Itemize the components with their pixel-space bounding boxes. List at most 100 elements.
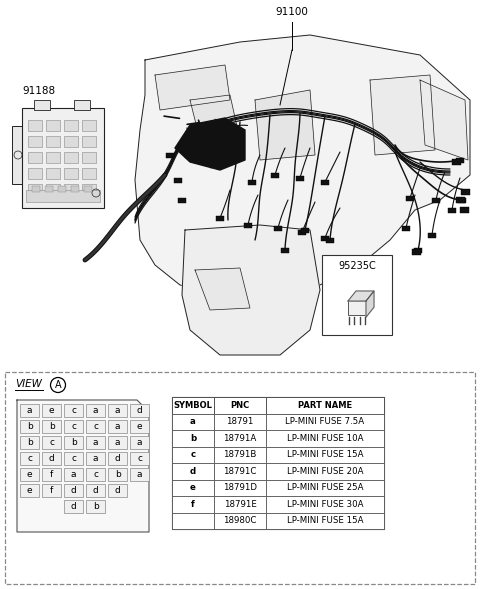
Bar	[172, 463, 214, 479]
Bar	[432, 197, 440, 203]
Text: c: c	[137, 454, 142, 463]
Bar	[86, 420, 105, 433]
Text: 18791B: 18791B	[223, 450, 257, 459]
Polygon shape	[135, 35, 470, 295]
Text: 18791E: 18791E	[224, 499, 256, 509]
Text: c: c	[71, 454, 76, 463]
Bar	[20, 404, 39, 417]
Polygon shape	[182, 225, 320, 355]
Polygon shape	[155, 65, 230, 110]
Bar	[82, 120, 96, 131]
Bar	[45, 186, 53, 192]
Text: 18791: 18791	[226, 417, 254, 426]
Polygon shape	[348, 291, 374, 301]
Bar	[281, 247, 289, 253]
Bar	[174, 177, 182, 183]
Bar	[64, 184, 78, 195]
Text: a: a	[93, 406, 98, 415]
Bar	[74, 100, 90, 110]
Text: a: a	[93, 438, 98, 447]
Text: PNC: PNC	[230, 401, 250, 410]
Text: LP-MINI FUSE 25A: LP-MINI FUSE 25A	[287, 483, 363, 492]
Bar	[266, 446, 384, 463]
Text: d: d	[93, 486, 98, 495]
Bar	[321, 180, 329, 184]
Text: b: b	[190, 434, 196, 443]
Bar	[86, 484, 105, 497]
Bar	[172, 479, 214, 496]
Bar	[46, 184, 60, 195]
Bar	[298, 230, 306, 234]
Text: b: b	[26, 438, 32, 447]
Text: e: e	[27, 470, 32, 479]
Bar	[214, 479, 266, 496]
Bar	[271, 173, 279, 177]
Bar	[82, 136, 96, 147]
Text: b: b	[115, 470, 120, 479]
Text: a: a	[137, 470, 142, 479]
Bar	[86, 452, 105, 465]
Text: LP-MINI FUSE 7.5A: LP-MINI FUSE 7.5A	[286, 417, 365, 426]
Bar	[42, 468, 61, 481]
Text: LP-MINI FUSE 10A: LP-MINI FUSE 10A	[287, 434, 363, 443]
Bar	[64, 152, 78, 163]
Bar	[32, 186, 40, 192]
Polygon shape	[175, 118, 245, 170]
Bar	[20, 436, 39, 449]
Text: c: c	[27, 454, 32, 463]
Text: LP-MINI FUSE 20A: LP-MINI FUSE 20A	[287, 466, 363, 476]
Bar	[322, 255, 392, 335]
Bar	[301, 227, 309, 233]
Text: b: b	[71, 438, 76, 447]
Bar	[130, 452, 149, 465]
Text: SYMBOL: SYMBOL	[174, 401, 213, 410]
Bar	[266, 413, 384, 430]
Bar	[402, 226, 410, 230]
Bar	[172, 446, 214, 463]
Bar	[58, 186, 66, 192]
Text: a: a	[27, 406, 32, 415]
Bar	[64, 168, 78, 179]
Bar	[460, 189, 469, 195]
Bar	[20, 452, 39, 465]
Text: a: a	[190, 417, 196, 426]
Text: d: d	[190, 466, 196, 476]
Bar	[42, 484, 61, 497]
Bar	[20, 484, 39, 497]
Bar	[172, 430, 214, 446]
Polygon shape	[195, 268, 250, 310]
Text: e: e	[137, 422, 142, 431]
Bar	[108, 468, 127, 481]
Bar	[64, 468, 83, 481]
Bar	[64, 484, 83, 497]
Bar	[5, 372, 475, 584]
Text: a: a	[71, 470, 76, 479]
Text: d: d	[71, 502, 76, 511]
Bar	[266, 463, 384, 479]
Text: b: b	[93, 502, 98, 511]
Bar	[64, 120, 78, 131]
Bar	[20, 420, 39, 433]
Bar	[172, 413, 214, 430]
Text: f: f	[50, 470, 53, 479]
Bar	[172, 397, 384, 529]
Text: b: b	[26, 422, 32, 431]
Text: f: f	[50, 486, 53, 495]
Bar	[64, 500, 83, 513]
Bar	[84, 186, 92, 192]
Bar	[214, 512, 266, 529]
Bar	[46, 152, 60, 163]
Bar	[86, 404, 105, 417]
Bar	[214, 430, 266, 446]
Text: d: d	[137, 406, 143, 415]
Text: PART NAME: PART NAME	[298, 401, 352, 410]
Text: 18791D: 18791D	[223, 483, 257, 492]
Bar	[266, 496, 384, 512]
Bar	[296, 176, 304, 180]
Bar	[266, 512, 384, 529]
Text: 95235C: 95235C	[338, 261, 376, 271]
Bar	[130, 404, 149, 417]
Text: e: e	[190, 483, 196, 492]
Text: A: A	[55, 380, 61, 390]
Bar	[178, 197, 186, 203]
